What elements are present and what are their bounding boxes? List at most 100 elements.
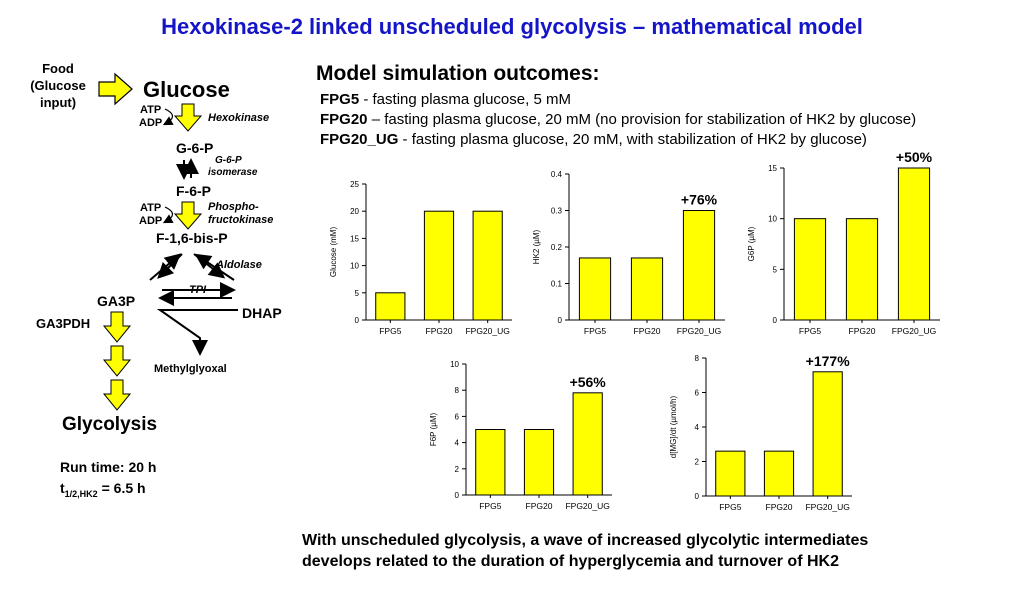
glucose-chart: 0 5 10 15 20 25 Glucose (mM) FPG5 FPG20 FPG20_UG (320, 172, 520, 342)
half-life-label: t1/2,HK2 = 6.5 h (60, 480, 146, 499)
glucose-label: Glucose (143, 77, 230, 102)
change-annotation: +56% (570, 374, 607, 390)
y-axis-label: Glucose (mM) (329, 227, 338, 278)
mg-rate-chart-svg: 0 2 4 6 8 d[MG]/dt (µmol/h) FPG5 FPG20 FPG20_UG +… (669, 353, 852, 512)
aldolase-arrow-back-right (194, 253, 235, 281)
hk2-chart: 0 0.1 0.2 0.3 0.4 HK2 (µM) FPG5 FPG20 FPG20_UG +7… (523, 162, 733, 342)
y-tick-label: 0.4 (551, 170, 563, 179)
category-label: FPG20 (766, 502, 793, 512)
bar (375, 292, 406, 321)
category-label: FPG5 (584, 326, 606, 336)
ga3pdh-label: GA3PDH (36, 316, 90, 331)
f16bp-label: F-1,6-bis-P (156, 230, 228, 246)
bar (523, 429, 555, 496)
conclusion-line-1: With unscheduled glycolysis, a wave of i… (302, 532, 869, 549)
g6p-label: G-6-P (176, 140, 213, 156)
dhap-label: DHAP (242, 305, 282, 321)
g6p-chart-svg: 0 5 10 15 G6P (µM) FPG5 FPG20 FPG20_UG +50% (747, 149, 940, 336)
bar (715, 450, 746, 497)
category-label: FPG5 (379, 326, 401, 336)
glycolysis-arrow-3 (102, 379, 132, 411)
bar (812, 371, 843, 497)
cofactor-curve-1 (162, 108, 174, 126)
definition-text: - fasting plasma glucose, 5 mM (359, 91, 571, 108)
y-tick-label: 0.3 (551, 207, 563, 216)
category-label: FPG5 (479, 501, 501, 511)
y-tick-label: 2 (695, 458, 700, 467)
food-input-arrow (98, 72, 133, 106)
ga3pdh-arrow-1 (102, 311, 132, 343)
category-label: FPG5 (719, 502, 741, 512)
scenario-definitions: FPG5 - fasting plasma glucose, 5 mM FPG2… (320, 90, 916, 150)
y-tick-label: 6 (455, 412, 460, 421)
category-label: FPG20 (526, 501, 553, 511)
bar (423, 210, 455, 321)
y-tick-label: 10 (768, 215, 777, 224)
cofactor-curve-2 (162, 206, 174, 224)
bar (578, 257, 612, 321)
y-tick-label: 0.1 (551, 280, 563, 289)
change-annotation: +177% (806, 353, 851, 369)
definition-fpg20: FPG20 – fasting plasma glucose, 20 mM (n… (320, 110, 916, 130)
phosphofructokinase-label-line1: Phospho- (208, 201, 259, 213)
adp-label-2: ADP (139, 215, 162, 227)
food-label-line3: input) (40, 95, 76, 110)
y-axis-label: HK2 (µM) (532, 229, 541, 264)
bar (763, 450, 795, 497)
atp-label-2: ATP (140, 202, 161, 214)
f6p-chart-svg: 0 2 4 6 8 10 F6P (µM) FPG5 FPG20 FPG20_UG +56% (429, 360, 612, 511)
y-tick-label: 25 (350, 180, 359, 189)
category-label: FPG20_UG (805, 502, 849, 512)
y-tick-label: 10 (350, 262, 359, 271)
y-tick-label: 10 (450, 360, 459, 369)
y-axis-label: G6P (µM) (747, 226, 756, 261)
category-label: FPG20_UG (892, 326, 936, 336)
aldolase-label: Aldolase (215, 259, 262, 271)
bar (682, 210, 716, 321)
definition-fpg20-ug: FPG20_UG - fasting plasma glucose, 20 mM… (320, 130, 916, 150)
y-axis-label: d[MG]/dt (µmol/h) (669, 395, 678, 458)
half-life-prefix: t (60, 480, 65, 496)
y-tick-label: 0 (773, 316, 778, 325)
y-tick-label: 4 (695, 423, 700, 432)
y-tick-label: 0 (455, 491, 460, 500)
bar (630, 257, 664, 321)
y-tick-label: 4 (455, 439, 460, 448)
methylglyoxal-label: Methylglyoxal (154, 363, 227, 375)
f6p-chart: 0 2 4 6 8 10 F6P (µM) FPG5 FPG20 FPG20_UG +56% (420, 352, 620, 517)
bar (475, 429, 506, 496)
glycolysis-pathway-diagram: Food (Glucose input) Glucose ATP ADP Hex… (30, 61, 282, 499)
atp-label-1: ATP (140, 104, 161, 116)
y-tick-label: 0 (558, 316, 563, 325)
hexokinase-arrow (173, 103, 203, 132)
y-tick-label: 0 (695, 492, 700, 501)
y-tick-label: 5 (773, 265, 778, 274)
glycolysis-arrow-2 (102, 345, 132, 377)
definition-text: - fasting plasma glucose, 20 mM, with st… (398, 131, 867, 148)
simulation-heading: Model simulation outcomes: (316, 62, 600, 85)
category-label: FPG20_UG (565, 501, 609, 511)
category-label: FPG20 (634, 326, 661, 336)
bar (793, 218, 827, 321)
definition-term: FPG20_UG (320, 131, 399, 148)
category-label: FPG20_UG (465, 326, 509, 336)
glucose-chart-svg: 0 5 10 15 20 25 Glucose (mM) FPG5 FPG20 FPG20_UG (329, 180, 512, 336)
category-label: FPG20_UG (677, 326, 721, 336)
y-tick-label: 0.2 (551, 243, 563, 252)
ga3p-label: GA3P (97, 293, 135, 309)
conclusion-line-2: develops related to the duration of hype… (302, 553, 839, 570)
adp-label-1: ADP (139, 117, 162, 129)
glycolysis-label: Glycolysis (62, 414, 157, 435)
y-tick-label: 15 (350, 234, 359, 243)
bar (845, 218, 879, 321)
y-tick-label: 0 (355, 316, 360, 325)
y-tick-label: 8 (695, 354, 700, 363)
food-label-line1: Food (42, 61, 74, 76)
y-tick-label: 5 (355, 289, 360, 298)
phosphofructokinase-arrow (173, 201, 203, 230)
g6p-chart: 0 5 10 15 G6P (µM) FPG5 FPG20 FPG20_UG +50% (738, 149, 948, 342)
definition-term: FPG5 (320, 91, 360, 108)
y-tick-label: 2 (455, 465, 460, 474)
phosphofructokinase-label-line2: fructokinase (208, 214, 273, 226)
bar (572, 392, 603, 496)
